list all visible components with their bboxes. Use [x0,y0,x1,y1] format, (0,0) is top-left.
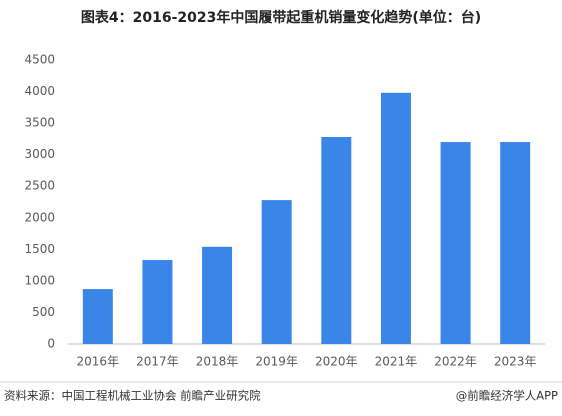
y-tick-label: 2000 [24,210,55,224]
bar [440,142,471,344]
y-tick-label: 500 [32,305,55,319]
y-tick-label: 4500 [24,53,55,67]
source-note: 资料来源：中国工程机械工业协会 前瞻产业研究院 [4,389,261,403]
y-tick-label: 1000 [24,273,55,287]
bar [500,142,531,344]
credit: @前瞻经济学人APP [456,389,558,403]
x-tick-label: 2016年 [77,355,120,369]
bar [142,260,173,344]
bar [321,136,352,344]
x-tick-label: 2018年 [196,355,239,369]
bar [202,246,233,344]
x-tick-label: 2022年 [434,355,477,369]
y-tick-label: 1500 [24,242,55,256]
x-tick-label: 2019年 [255,355,298,369]
bar [261,200,292,344]
y-tick-label: 4000 [24,84,55,98]
bar [380,92,411,344]
x-tick-label: 2021年 [375,355,418,369]
y-tick-label: 2500 [24,179,55,193]
y-tick-label: 0 [47,337,55,351]
x-tick-label: 2017年 [136,355,179,369]
chart-title: 图表4：2016-2023年中国履带起重机销量变化趋势(单位：台) [81,9,481,26]
y-tick-label: 3000 [24,147,55,161]
bar [82,289,113,344]
y-tick-label: 3500 [24,116,55,130]
x-tick-label: 2020年 [315,355,358,369]
x-tick-label: 2023年 [494,355,537,369]
